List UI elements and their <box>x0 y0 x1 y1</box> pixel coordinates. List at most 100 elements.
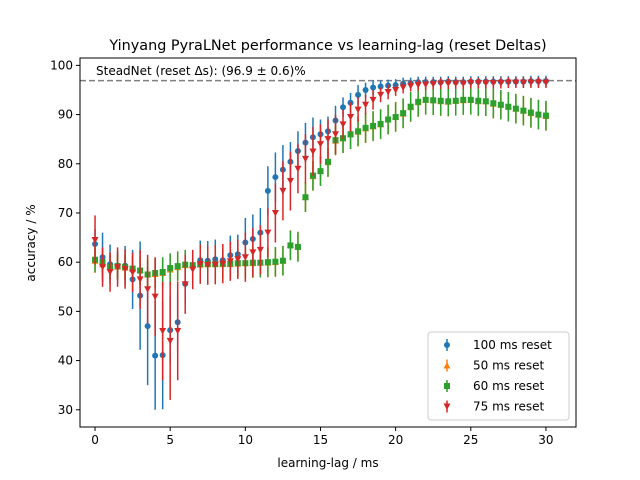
data-point <box>534 79 542 87</box>
data-point <box>272 258 279 265</box>
data-point <box>167 265 174 272</box>
data-point <box>302 194 309 201</box>
data-point <box>301 155 309 163</box>
data-point <box>99 264 107 271</box>
x-tick-label: 20 <box>388 433 403 447</box>
y-tick-label: 70 <box>58 206 73 220</box>
data-point <box>520 107 527 114</box>
data-point <box>294 243 301 250</box>
legend-label: 60 ms reset <box>473 379 545 393</box>
data-point <box>422 81 430 89</box>
x-tick-label: 30 <box>538 433 553 447</box>
data-point <box>340 104 347 111</box>
data-point <box>226 258 234 265</box>
x-tick-label: 5 <box>166 433 174 447</box>
data-point <box>362 101 370 109</box>
data-point <box>196 261 204 268</box>
data-point <box>151 293 159 301</box>
data-point <box>249 249 257 256</box>
y-axis-label: accuracy / % <box>24 204 38 281</box>
data-point <box>370 122 377 129</box>
data-point <box>415 98 422 105</box>
y-tick-label: 80 <box>58 157 73 171</box>
y-tick-label: 60 <box>58 255 73 269</box>
legend: 100 ms reset 50 ms reset 60 ms reset 75 ms … <box>427 331 570 421</box>
data-point <box>400 110 407 117</box>
data-point <box>355 91 362 98</box>
data-point <box>166 337 174 345</box>
data-point <box>286 178 294 185</box>
data-point <box>377 91 385 99</box>
data-point <box>294 165 302 173</box>
data-point <box>377 120 384 127</box>
data-point <box>264 187 271 194</box>
data-point <box>317 168 324 175</box>
data-point <box>354 106 362 114</box>
data-point <box>211 261 219 269</box>
data-point <box>535 111 542 118</box>
data-point <box>339 121 347 128</box>
data-point <box>271 209 279 217</box>
data-point <box>519 79 527 87</box>
axes-frame <box>79 57 577 428</box>
data-point <box>332 131 340 138</box>
y-tick-label: 50 <box>58 304 73 318</box>
data-point <box>174 328 182 335</box>
data-point <box>467 96 474 103</box>
data-point <box>309 148 317 155</box>
data-point <box>445 98 452 105</box>
data-point <box>452 97 459 104</box>
data-point <box>106 269 114 276</box>
y-tick-label: 100 <box>50 58 73 72</box>
data-point <box>324 136 332 143</box>
data-point <box>422 96 429 103</box>
data-point <box>460 96 467 103</box>
data-point <box>407 103 414 110</box>
data-point <box>452 80 460 88</box>
data-point <box>399 84 407 92</box>
data-point <box>369 96 377 104</box>
data-point <box>407 83 415 90</box>
data-point <box>490 100 497 107</box>
data-point <box>204 262 212 269</box>
data-point <box>542 112 549 119</box>
series-75-ms-reset <box>91 77 550 400</box>
data-point <box>377 83 384 90</box>
legend-marker <box>443 403 451 410</box>
data-point <box>159 328 167 335</box>
data-point <box>129 269 137 277</box>
data-point <box>287 242 294 249</box>
data-point <box>159 269 166 276</box>
legend-label: 75 ms reset <box>473 400 545 414</box>
data-point <box>482 80 490 87</box>
legend-label: 50 ms reset <box>473 359 545 373</box>
data-point <box>444 80 452 88</box>
data-point <box>181 281 189 288</box>
chart-title: Yinyang PyraLNet performance vs learning… <box>108 38 546 54</box>
y-tick-label: 40 <box>58 354 73 368</box>
y-tick-label: 90 <box>58 108 73 122</box>
data-point <box>430 97 437 104</box>
data-point <box>362 124 369 131</box>
data-point <box>279 187 287 195</box>
data-point <box>347 114 355 121</box>
data-point <box>325 158 331 165</box>
legend-marker <box>444 342 450 348</box>
x-tick-label: 0 <box>91 433 99 447</box>
data-point <box>497 101 504 108</box>
data-point <box>482 98 489 105</box>
legend-box <box>427 331 570 421</box>
data-point <box>497 80 505 87</box>
data-point <box>385 116 392 123</box>
data-point <box>121 266 129 273</box>
data-point <box>355 128 362 135</box>
data-point <box>437 97 444 104</box>
data-point <box>512 105 519 112</box>
legend-label: 100 ms reset <box>473 338 552 352</box>
x-tick-label: 10 <box>238 433 253 447</box>
data-point <box>152 352 159 359</box>
data-point <box>362 86 369 93</box>
data-point <box>474 80 482 87</box>
data-point <box>219 260 227 268</box>
